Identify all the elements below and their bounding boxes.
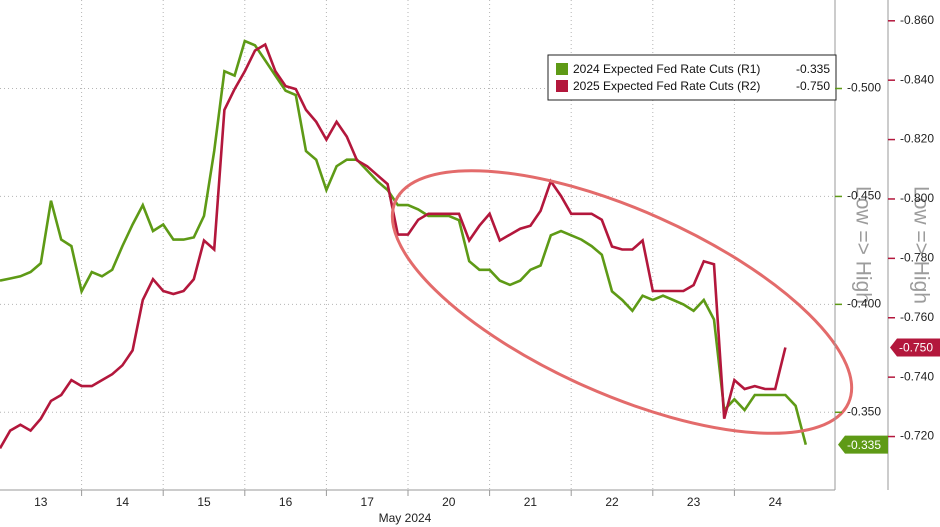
x-tick-label: 20	[442, 495, 456, 509]
y-tick-label: -0.400	[847, 297, 881, 311]
legend-label: 2025 Expected Fed Rate Cuts (R2)	[573, 79, 760, 93]
x-axis-title: May 2024	[379, 511, 432, 525]
y2-tick-label: -0.840	[900, 72, 934, 86]
y2-tick-label: -0.760	[900, 310, 934, 324]
series-line	[0, 42, 787, 450]
x-tick-label: 16	[279, 495, 293, 509]
last-value-tag	[890, 338, 940, 357]
series-layer	[0, 39, 808, 450]
legend-box	[547, 54, 837, 101]
x-tick-label: 15	[197, 495, 211, 509]
legend-swatch	[556, 63, 568, 75]
legend-value: -0.750	[796, 79, 830, 93]
x-tick-label: 22	[605, 495, 619, 509]
series-line	[0, 39, 808, 446]
y-tick-label: -0.450	[847, 189, 881, 203]
y2-tick-label: -0.720	[900, 429, 934, 443]
x-tick-label: 14	[116, 495, 130, 509]
x-tick-label: 23	[687, 495, 701, 509]
y-tick-label: -0.350	[847, 404, 881, 418]
y-tick-label: -0.500	[847, 81, 881, 95]
legend-label: 2024 Expected Fed Rate Cuts (R1)	[573, 62, 760, 76]
y2-tick-label: -0.780	[900, 251, 934, 265]
legend: 2024 Expected Fed Rate Cuts (R1) -0.335 20…	[547, 54, 837, 101]
y-axis-title: Low => High	[851, 186, 874, 304]
last-value-label: -0.750	[899, 341, 933, 355]
x-tick-label: 24	[769, 495, 783, 509]
y2-tick-label: -0.800	[900, 191, 934, 205]
grid-layer	[0, 0, 835, 496]
y2-tick-label: -0.740	[900, 369, 934, 383]
y2-tick-label: -0.860	[900, 13, 934, 27]
y2-tick-label: -0.820	[900, 132, 934, 146]
last-value-tag	[838, 435, 888, 454]
y2-axis-title: Low => High	[909, 186, 932, 304]
highlight-ellipse	[390, 169, 854, 435]
x-tick-label: 17	[361, 495, 375, 509]
last-value-label: -0.335	[847, 438, 881, 452]
x-tick-label: 13	[34, 495, 48, 509]
x-tick-label: 21	[524, 495, 538, 509]
legend-swatch	[556, 80, 568, 92]
legend-value: -0.335	[796, 62, 830, 76]
